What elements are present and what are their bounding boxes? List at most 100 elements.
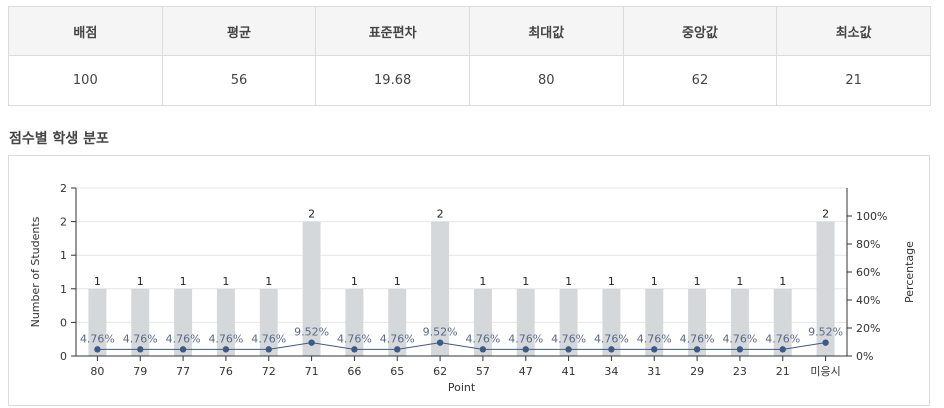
value-mean: 56 [161,55,317,106]
y2-tick-label: 100% [856,210,887,223]
y-tick-label: 2 [60,216,67,229]
percentage-point [179,346,187,353]
x-tick-label: 23 [733,365,747,378]
y-axis-title: Number of Students [29,216,42,327]
value-score: 100 [8,55,163,106]
percentage-point [736,346,744,353]
value-stddev: 19.68 [315,55,470,106]
bar [302,221,321,356]
value-median: 62 [622,55,778,106]
percentage-label: 4.76% [251,332,286,345]
y2-tick-label: 60% [856,266,880,279]
stats-header-row: 배점 평균 표준편차 최대값 중앙값 최소값 [8,6,931,56]
bar [559,288,578,356]
percentage-point [779,346,786,353]
percentage-point [822,339,829,346]
percentage-label: 4.76% [380,332,415,345]
bar [431,221,450,356]
header-min: 최소값 [776,6,931,56]
bar-value-label: 2 [308,208,315,221]
bar [88,288,107,356]
label-layer: 1 1 1 1 1 2 1 1 2 1 1 1 1 1 1 1 1 2 4.76% 4.76% 4.76% 4.76% 4.… [80,208,843,346]
y-tick-label: 0 [60,316,67,329]
percentage-point [608,346,615,353]
bar [216,288,235,356]
bar-value-label: 1 [137,275,144,288]
value-max: 80 [468,55,624,106]
percentage-point [565,346,572,353]
percentage-label: 4.76% [637,332,672,345]
x-tick-label: 21 [776,365,790,378]
percentage-line [97,342,826,350]
header-max: 최대값 [468,6,624,56]
percentage-label: 4.76% [594,332,629,345]
x-tick-label: 62 [433,365,447,378]
bar-value-label: 1 [479,275,486,288]
bar-value-label: 1 [265,275,272,288]
bar [174,288,193,356]
x-tick-label: 41 [562,365,576,378]
x-tick-label: 71 [305,365,319,378]
line-layer [94,339,829,353]
bar-value-label: 1 [565,275,572,288]
x-tick-label: 31 [647,365,661,378]
bar-value-label: 1 [94,275,101,288]
bar [516,288,535,356]
percentage-label: 4.76% [551,332,586,345]
bar [388,288,407,356]
y-tick-label: 2 [60,182,67,195]
bar-value-label: 1 [736,275,743,288]
bar-value-label: 2 [822,208,829,221]
y-tick-label: 1 [60,249,67,262]
x-tick-label: 72 [262,365,276,378]
x-tick-label: 34 [604,365,618,378]
header-median: 중앙값 [622,6,778,56]
section-title: 점수별 학생 분포 [9,131,109,147]
percentage-point [479,346,487,353]
bar [131,288,150,356]
bar-value-label: 2 [437,208,444,221]
percentage-point [394,346,401,353]
bar-value-label: 1 [651,275,658,288]
bar-value-label: 1 [394,275,401,288]
header-score: 배점 [8,6,163,56]
percentage-point [651,346,658,353]
bar [259,288,278,356]
bar [645,288,664,356]
x-tick-label: 77 [176,365,190,378]
bar [473,288,492,356]
x-tick-label: 47 [519,365,533,378]
x-tick-label: 57 [476,365,490,378]
bar-value-label: 1 [522,275,529,288]
percentage-point [693,346,701,353]
x-tick-label: 29 [690,365,704,378]
header-mean: 평균 [161,6,317,56]
percentage-label: 9.52% [423,326,458,339]
percentage-point [137,346,144,353]
value-min: 21 [776,55,931,106]
x-tick-label: 79 [133,365,147,378]
bar [730,288,749,356]
distribution-chart: 0 0 1 1 2 2 0% 20% 40% 60% 80% 100% 80 79 77 76 72 71 66 65… [8,155,930,406]
bar [345,288,364,356]
y-tick-label: 0 [60,350,67,363]
percentage-point [522,346,529,353]
bar-layer [88,221,835,356]
y2-tick-label: 20% [856,322,880,335]
percentage-point [351,346,358,353]
percentage-point [308,339,315,346]
bar-value-label: 1 [351,275,358,288]
x-tick-label: 76 [219,365,233,378]
percentage-label: 4.76% [722,332,757,345]
bar-value-label: 1 [608,275,615,288]
percentage-label: 4.76% [166,332,201,345]
y2-axis-title: Percentage [903,241,916,303]
bar-value-label: 1 [180,275,187,288]
percentage-point [436,339,444,346]
percentage-label: 4.76% [765,332,800,345]
bar-value-label: 1 [779,275,786,288]
y2-tick-label: 0% [856,350,873,363]
percentage-label: 9.52% [808,326,843,339]
